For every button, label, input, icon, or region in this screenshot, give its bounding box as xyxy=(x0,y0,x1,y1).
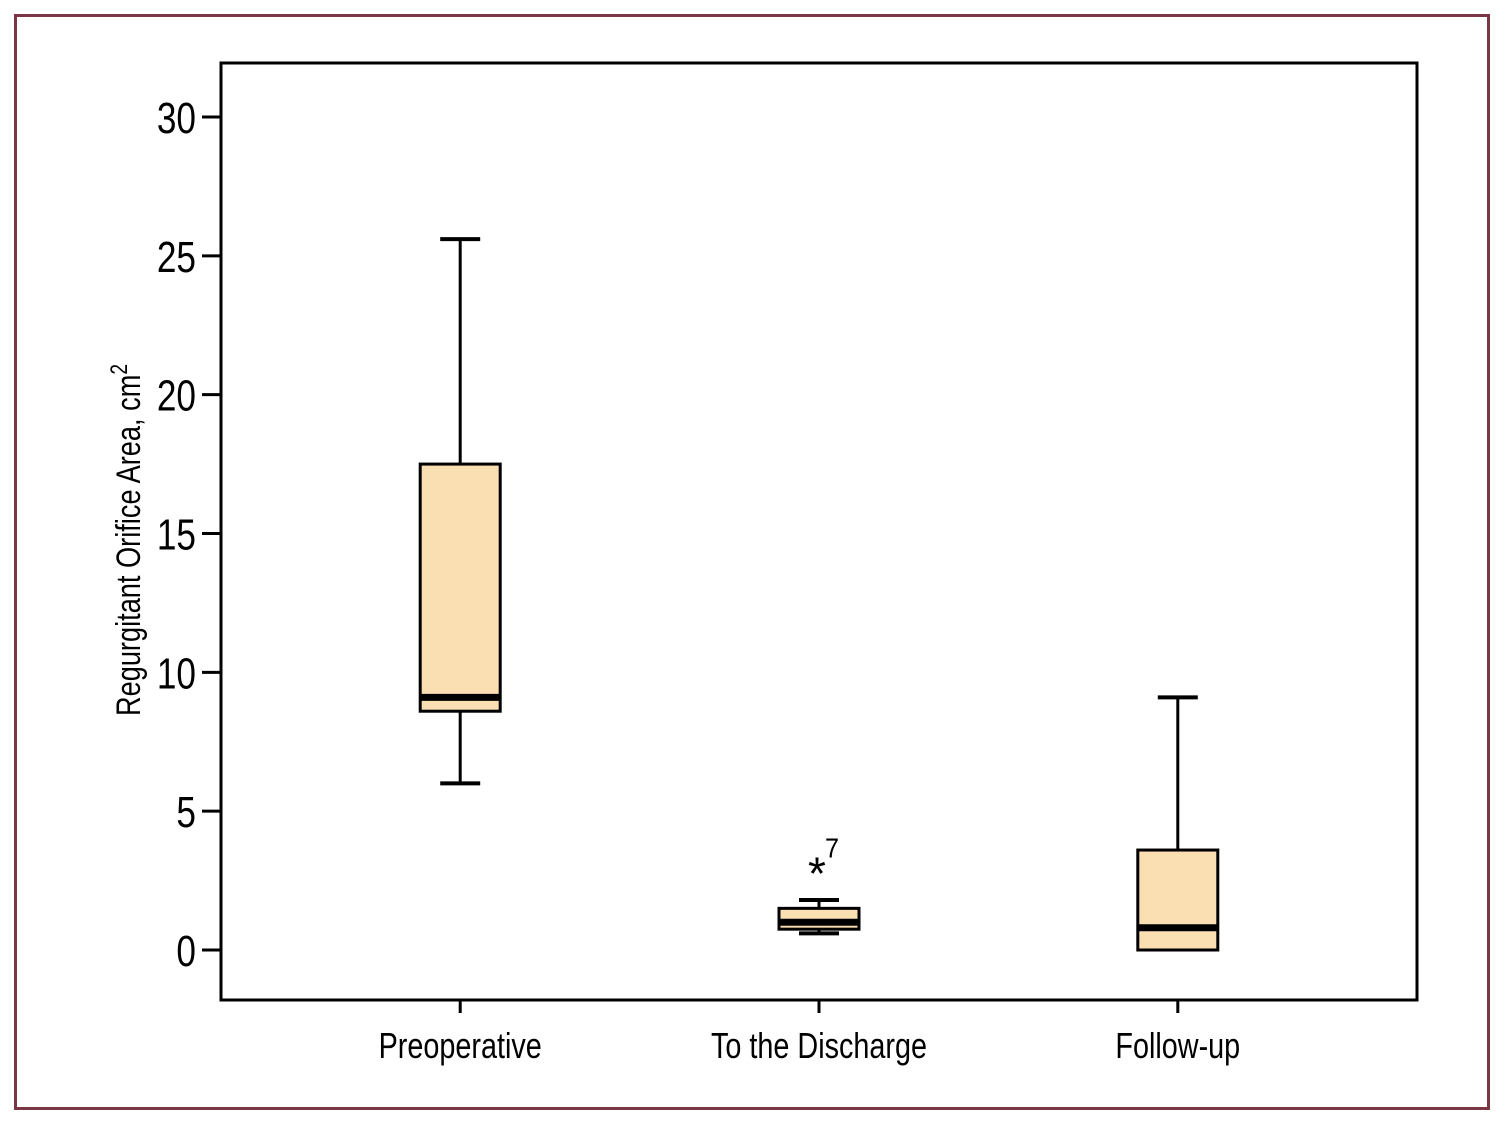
y-axis-tick-label: 15 xyxy=(157,511,196,560)
y-axis-tick-label: 10 xyxy=(157,650,196,699)
y-axis-title: Regurgitant Orifice Area, cm2 xyxy=(105,364,148,716)
outlier-case-label: 7 xyxy=(825,832,839,864)
y-axis-tick-label: 5 xyxy=(176,789,196,838)
x-axis-category-label: To the Discharge xyxy=(711,1025,927,1066)
iqr-box xyxy=(1136,848,1220,952)
y-axis-tick-label: 30 xyxy=(157,94,196,143)
x-axis-category-label: Preoperative xyxy=(379,1025,542,1066)
y-axis-tick-label: 0 xyxy=(176,927,196,976)
outlier-marker: * xyxy=(808,848,826,900)
x-axis-category-label: Follow-up xyxy=(1115,1025,1240,1066)
iqr-box xyxy=(418,462,502,713)
y-axis-tick-label: 25 xyxy=(157,233,196,282)
y-axis-tick-label: 20 xyxy=(157,372,196,421)
